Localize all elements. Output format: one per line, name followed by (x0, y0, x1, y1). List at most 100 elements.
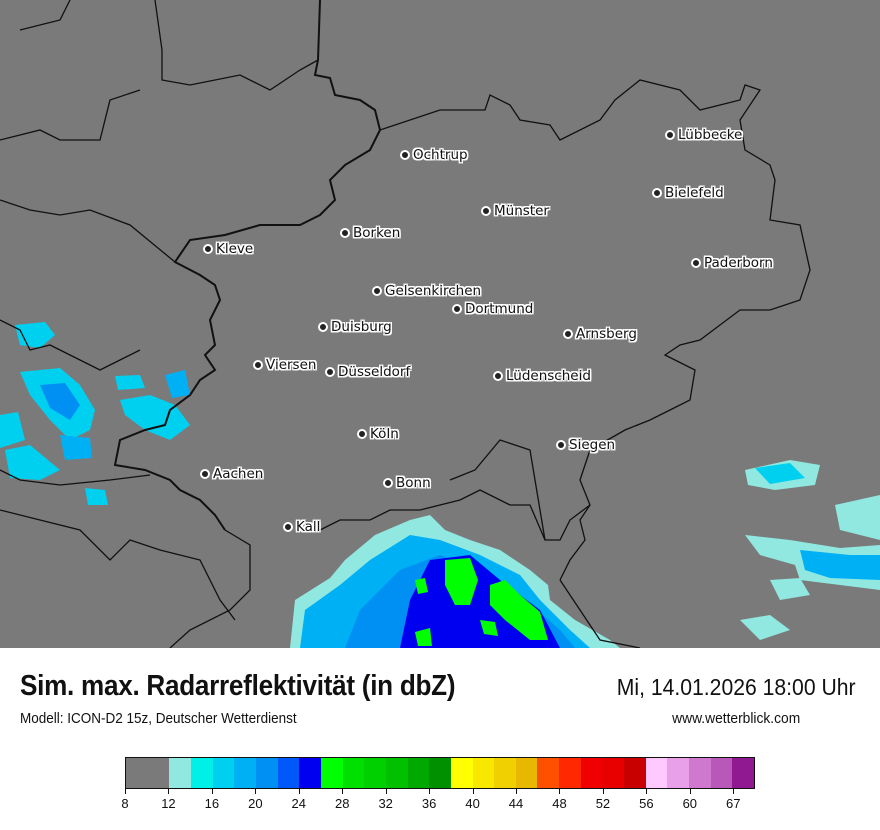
city-marker: Aachen (200, 466, 263, 482)
legend-swatch (667, 758, 690, 788)
legend-swatch (602, 758, 625, 788)
legend-swatch (689, 758, 711, 788)
city-marker: Ochtrup (400, 147, 468, 163)
legend-swatch (559, 758, 581, 788)
legend-tick-label: 56 (639, 796, 654, 811)
radar-echo-east-7 (740, 615, 790, 640)
legend-tick (516, 789, 518, 794)
legend-tick-label: 52 (595, 796, 611, 811)
city-label: Bielefeld (665, 185, 724, 201)
city-dot-icon (400, 150, 410, 160)
city-dot-icon (253, 360, 263, 370)
city-marker: Arnsberg (563, 326, 637, 342)
legend-swatch (169, 758, 191, 788)
legend-tick-label: 20 (248, 796, 263, 811)
legend-tick-label: 40 (465, 796, 480, 811)
legend-tick-label: 48 (552, 796, 567, 811)
legend-tick-label: 24 (291, 796, 307, 811)
legend-tick (385, 789, 387, 794)
national-border (113, 0, 382, 531)
city-dot-icon (283, 522, 293, 532)
legend-swatch (450, 758, 473, 788)
city-dot-icon (481, 206, 491, 216)
radar-echo-east-6 (770, 578, 810, 600)
legend-swatch (320, 758, 343, 788)
legend-swatch (515, 758, 538, 788)
city-label: Siegen (569, 437, 616, 453)
city-marker: Lüdenscheid (493, 368, 591, 384)
city-label: Lübbecke (678, 127, 743, 143)
city-dot-icon (203, 244, 213, 254)
radar-echo-west-8 (165, 370, 190, 398)
legend-tick (168, 789, 170, 794)
borders (0, 0, 811, 648)
legend-swatch (710, 758, 733, 788)
city-label: Lüdenscheid (506, 368, 591, 384)
legend-tick (602, 789, 604, 794)
legend-tick-label: 60 (682, 796, 698, 811)
legend-swatch (255, 758, 278, 788)
city-label: Paderborn (704, 255, 773, 271)
radar-echo-core-5 (480, 620, 498, 636)
radar-echoes (0, 322, 880, 648)
city-marker: Dortmund (452, 301, 533, 317)
city-label: Köln (370, 426, 399, 442)
legend-tick-label: 32 (378, 796, 393, 811)
legend-swatch (732, 758, 755, 788)
legend-swatch (277, 758, 300, 788)
legend-swatch (299, 758, 321, 788)
city-label: Bonn (396, 475, 431, 491)
radar-echo-west-10 (115, 375, 145, 390)
border-misc (0, 0, 641, 648)
model-info: Modell: ICON-D2 15z, Deutscher Wetterdie… (20, 710, 297, 727)
radar-echo-west-4 (60, 435, 92, 460)
legend-tick (255, 789, 257, 794)
legend-tick (559, 789, 561, 794)
legend-swatch (234, 758, 256, 788)
legend-tick-label: 67 (726, 796, 741, 811)
city-label: Münster (494, 203, 549, 219)
netherlands-belgium-border (0, 89, 236, 621)
city-marker: Kleve (203, 241, 253, 257)
city-marker: Viersen (253, 357, 316, 373)
city-label: Kleve (216, 241, 254, 257)
radar-echo-core-4 (415, 628, 432, 646)
city-label: Arnsberg (576, 326, 637, 342)
legend-ticks: 8 12 16 20 24 28 32 36 40 44 48 52 56 60 67 (121, 789, 755, 819)
city-dot-icon (452, 304, 462, 314)
legend-swatch (472, 758, 495, 788)
city-marker: Paderborn (691, 255, 773, 271)
legend-swatch (212, 758, 235, 788)
website-link[interactable]: www.wetterblick.com (671, 710, 800, 727)
radar-echo-east-5 (800, 550, 880, 580)
legend-swatch (407, 758, 430, 788)
city-dot-icon (665, 130, 675, 140)
legend-tick (211, 789, 213, 794)
radar-echo-east-2 (755, 463, 805, 484)
legend-swatch (385, 758, 408, 788)
city-marker: Gelsenkirchen (372, 283, 481, 299)
forecast-datetime: Mi, 14.01.2026 18:00 Uhr (617, 674, 856, 700)
legend-tick (646, 789, 648, 794)
city-dot-icon (200, 469, 210, 479)
state-border-nrw (154, 0, 811, 541)
legend-swatch (645, 758, 668, 788)
city-dot-icon (652, 188, 662, 198)
radar-echo-west-9 (85, 488, 108, 505)
legend-swatch (580, 758, 603, 788)
radar-echo-west-5 (5, 445, 60, 480)
legend-tick-label: 36 (421, 796, 437, 811)
legend-tick (298, 789, 300, 794)
radar-echo-west-7 (120, 395, 190, 440)
city-label: Borken (353, 225, 401, 241)
legend-swatch (190, 758, 213, 788)
city-dot-icon (691, 258, 701, 268)
city-label: Duisburg (331, 319, 392, 335)
city-marker: Duisburg (318, 319, 392, 335)
city-marker: Bonn (383, 475, 431, 491)
legend-tick-label: 16 (204, 796, 220, 811)
city-dot-icon (357, 429, 367, 439)
legend-swatch (494, 758, 516, 788)
legend-swatch (342, 758, 365, 788)
state-border-hesse (449, 439, 591, 581)
